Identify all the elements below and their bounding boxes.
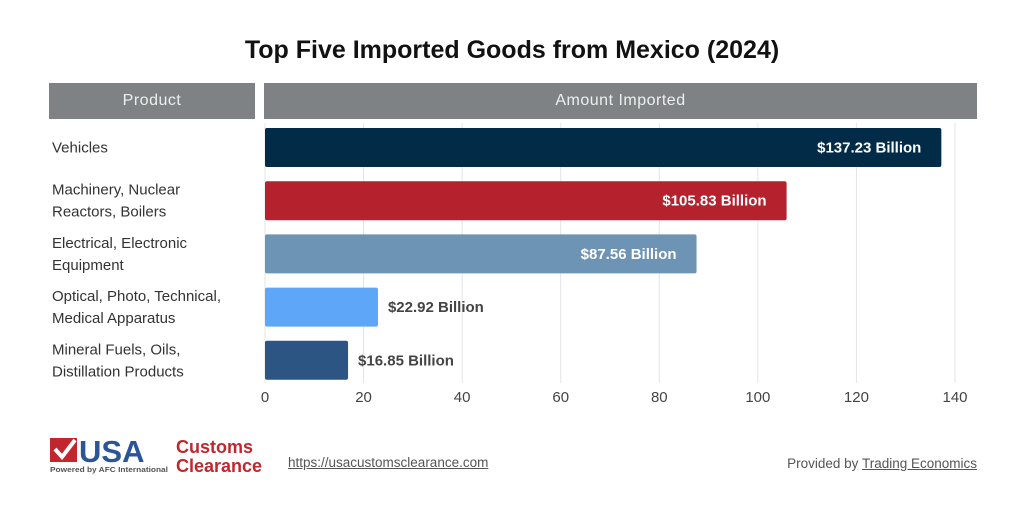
data-label: $22.92 Billion bbox=[388, 299, 484, 316]
x-tick-label: 40 bbox=[454, 389, 471, 406]
source-credit: Provided by Trading Economics bbox=[787, 456, 977, 471]
data-label: $105.83 Billion bbox=[662, 193, 766, 210]
x-tick-label: 80 bbox=[651, 389, 668, 406]
x-tick-label: 0 bbox=[261, 389, 269, 406]
website-link[interactable]: https://usacustomsclearance.com bbox=[288, 455, 489, 470]
x-tick-label: 60 bbox=[552, 389, 569, 406]
bar bbox=[265, 128, 942, 167]
logo-powered-by: Powered by AFC International bbox=[50, 465, 168, 474]
x-tick-label: 120 bbox=[844, 389, 869, 406]
category-label: Equipment bbox=[52, 257, 125, 274]
product-column-header: Product bbox=[49, 83, 255, 119]
logo-clearance: Clearance bbox=[176, 456, 262, 476]
category-label: Vehicles bbox=[52, 140, 108, 157]
logo-customs: Customs bbox=[176, 437, 253, 457]
provided-by-label: Provided by bbox=[787, 456, 862, 471]
category-label: Machinery, Nuclear bbox=[52, 182, 180, 199]
bar bbox=[265, 340, 349, 380]
trading-economics-link[interactable]: Trading Economics bbox=[861, 456, 977, 471]
x-tick-label: 140 bbox=[942, 389, 967, 406]
bar bbox=[265, 181, 787, 221]
amount-column-header: Amount Imported bbox=[264, 83, 977, 119]
usa-customs-clearance-logo: USA Customs Clearance Powered by AFC Int… bbox=[50, 436, 262, 476]
category-label: Mineral Fuels, Oils, bbox=[52, 341, 180, 358]
check-icon bbox=[53, 438, 77, 461]
data-label: $137.23 Billion bbox=[817, 140, 921, 157]
x-tick-label: 100 bbox=[745, 389, 770, 406]
x-tick-label: 20 bbox=[355, 389, 372, 406]
category-label: Optical, Photo, Technical, bbox=[52, 288, 221, 305]
logo-usa: USA bbox=[79, 436, 144, 469]
bar bbox=[265, 287, 378, 327]
bar bbox=[265, 234, 697, 274]
category-label: Medical Apparatus bbox=[52, 310, 175, 327]
category-label: Reactors, Boilers bbox=[52, 204, 166, 221]
category-label: Electrical, Electronic bbox=[52, 235, 188, 252]
chart-title: Top Five Imported Goods from Mexico (202… bbox=[244, 36, 780, 64]
data-label: $16.85 Billion bbox=[358, 352, 454, 369]
data-label: $87.56 Billion bbox=[581, 246, 677, 263]
category-label: Distillation Products bbox=[52, 363, 184, 380]
